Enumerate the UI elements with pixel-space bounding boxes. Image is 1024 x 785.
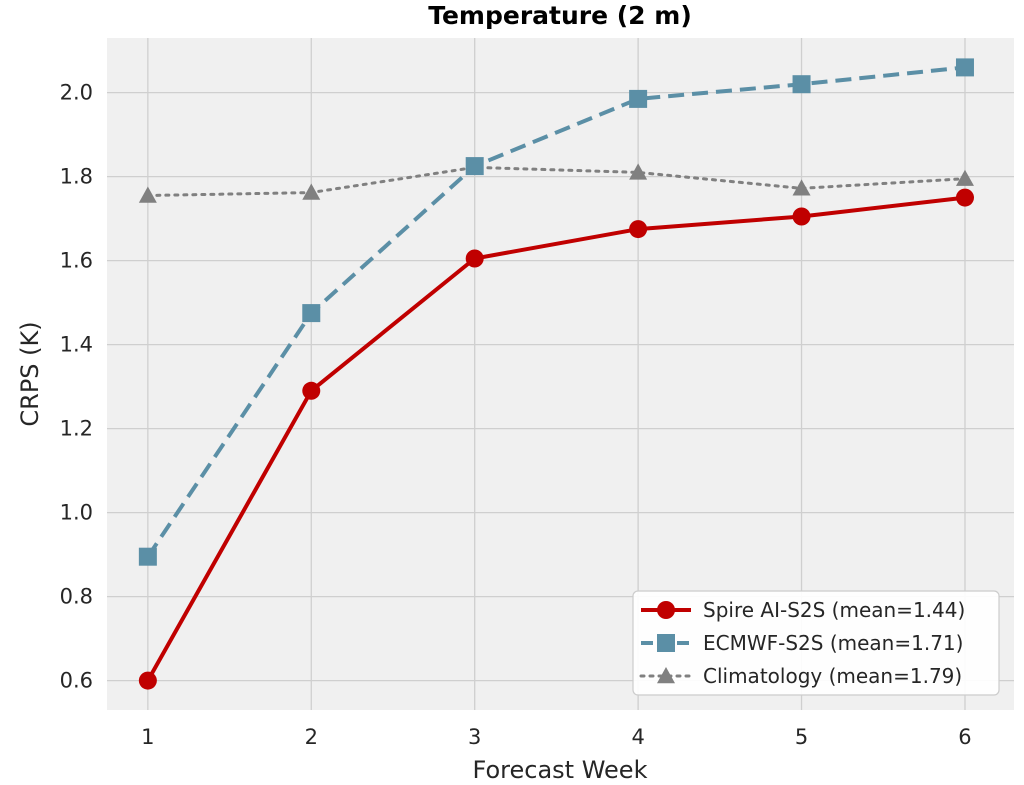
series-line <box>146 195 966 682</box>
legend-marker <box>657 667 675 684</box>
y-tick-label: 0.6 <box>60 669 93 693</box>
data-point <box>792 207 811 226</box>
data-point <box>955 169 974 186</box>
series-layer <box>138 58 974 690</box>
legend-marker <box>657 634 675 652</box>
y-tick-labels: 0.6 0.8 1.0 1.2 1.4 1.6 1.8 2.0 <box>60 81 93 693</box>
y-tick-label: 1.6 <box>60 249 93 273</box>
series-line <box>146 65 966 558</box>
chart-title: Temperature (2 m) <box>428 1 692 30</box>
series-1 <box>138 58 974 566</box>
x-tick-label: 2 <box>305 725 318 749</box>
data-point <box>792 75 811 94</box>
x-tick-labels: 1 2 3 4 5 6 <box>141 725 971 749</box>
data-point <box>138 671 157 690</box>
y-axis-label: CRPS (K) <box>16 321 44 426</box>
y-tick-label: 1.2 <box>60 417 93 441</box>
data-point <box>955 58 974 77</box>
legend-box <box>632 590 1000 696</box>
legend-entry: ECMWF-S2S (mean=1.71) <box>641 631 963 655</box>
legend-label: Spire AI-S2S (mean=1.44) <box>703 598 965 622</box>
data-point <box>138 186 157 203</box>
data-point <box>955 188 974 207</box>
data-point <box>302 183 321 200</box>
x-tick-label: 1 <box>141 725 154 749</box>
y-tick-label: 0.8 <box>60 585 93 609</box>
x-tick-label: 3 <box>468 725 481 749</box>
legend-entry: Spire AI-S2S (mean=1.44) <box>641 598 965 622</box>
data-point <box>792 179 811 196</box>
series-0 <box>138 188 974 690</box>
legend: Spire AI-S2S (mean=1.44) ECMWF-S2S (mean=… <box>632 590 1000 696</box>
grid <box>107 38 1014 710</box>
y-tick-label: 2.0 <box>60 81 93 105</box>
x-tick-label: 4 <box>631 725 644 749</box>
legend-label: ECMWF-S2S (mean=1.71) <box>703 631 963 655</box>
x-tick-label: 5 <box>795 725 808 749</box>
data-point <box>138 547 157 566</box>
data-point <box>302 304 321 323</box>
data-point <box>465 249 484 268</box>
series-line <box>146 165 967 197</box>
y-tick-label: 1.8 <box>60 165 93 189</box>
x-tick-label: 6 <box>958 725 971 749</box>
x-axis-label: Forecast Week <box>473 756 648 784</box>
legend-entry: Climatology (mean=1.79) <box>639 664 962 688</box>
data-point <box>302 381 321 400</box>
data-point <box>629 220 648 239</box>
legend-marker <box>657 601 675 619</box>
y-tick-label: 1.4 <box>60 333 93 357</box>
y-tick-label: 1.0 <box>60 501 93 525</box>
data-point <box>465 157 484 176</box>
data-point <box>629 89 648 108</box>
legend-label: Climatology (mean=1.79) <box>703 664 962 688</box>
data-point <box>629 163 648 180</box>
